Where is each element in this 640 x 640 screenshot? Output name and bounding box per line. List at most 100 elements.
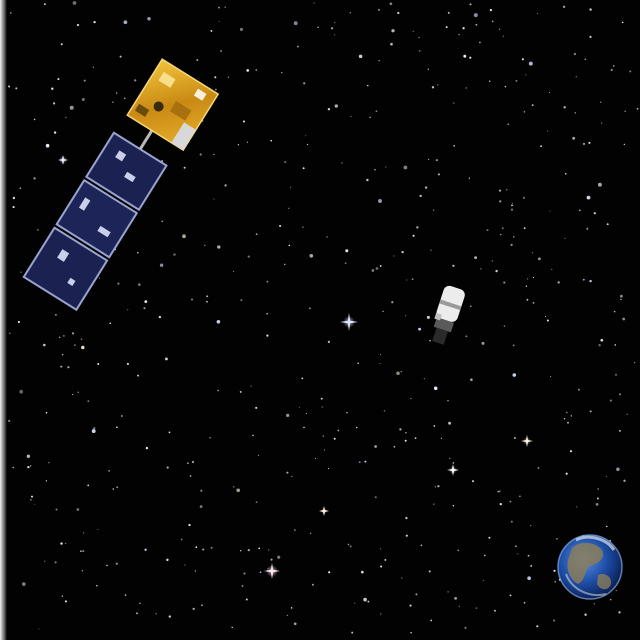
star [510, 520, 513, 523]
sparkle-star [58, 155, 68, 165]
star [393, 255, 395, 257]
star [498, 28, 501, 30]
star [391, 301, 394, 304]
star [255, 406, 258, 409]
star [87, 400, 90, 402]
star [187, 462, 189, 465]
star [237, 144, 240, 146]
star [405, 315, 407, 317]
star [606, 525, 608, 528]
star [419, 194, 422, 198]
star [347, 543, 350, 546]
star [19, 389, 24, 394]
star [286, 614, 288, 616]
star [290, 607, 293, 609]
star [233, 486, 235, 488]
star [19, 187, 22, 189]
star [470, 305, 472, 307]
star [589, 279, 592, 283]
star [112, 488, 115, 490]
star [586, 195, 591, 200]
star [584, 58, 587, 61]
star [469, 56, 472, 59]
star [209, 436, 211, 439]
star [53, 131, 57, 134]
star [344, 262, 347, 264]
star [255, 69, 257, 71]
star [523, 227, 526, 229]
star [546, 319, 549, 322]
star [255, 501, 258, 504]
star [552, 619, 556, 622]
star [420, 544, 423, 547]
star [309, 253, 314, 258]
star [563, 106, 566, 109]
star [513, 236, 515, 238]
star [91, 429, 96, 434]
star [81, 345, 85, 350]
star [112, 101, 114, 103]
sparkle-star [447, 464, 459, 476]
star [378, 59, 380, 62]
star [55, 508, 58, 511]
star [565, 173, 567, 175]
star [367, 600, 370, 603]
star [27, 465, 30, 469]
star [240, 299, 243, 302]
star [547, 130, 549, 132]
star [609, 399, 612, 402]
sparkle-star [521, 435, 533, 447]
star [333, 437, 336, 440]
star [511, 204, 513, 207]
star [71, 332, 75, 335]
star [573, 52, 577, 56]
star [557, 281, 560, 284]
star [468, 177, 470, 179]
star [327, 468, 330, 470]
star [412, 234, 415, 237]
star [266, 280, 269, 283]
star [367, 84, 369, 87]
star [322, 435, 324, 437]
star [168, 615, 171, 618]
star [503, 281, 506, 284]
star [502, 35, 505, 37]
star [575, 76, 577, 78]
star [139, 602, 141, 604]
star [377, 8, 381, 12]
star [562, 5, 566, 8]
star [550, 375, 552, 377]
star [567, 421, 569, 424]
star [583, 142, 585, 145]
star [266, 312, 268, 315]
star [634, 362, 636, 364]
star [159, 263, 164, 267]
star [515, 79, 518, 82]
star [93, 20, 96, 24]
star [202, 548, 205, 551]
star [531, 252, 534, 254]
star [337, 429, 340, 432]
star [106, 564, 108, 567]
star [278, 224, 282, 228]
star [597, 182, 602, 187]
star [64, 600, 67, 603]
star [43, 343, 46, 347]
star [268, 549, 270, 551]
star [589, 410, 592, 413]
star [498, 189, 502, 192]
star [60, 542, 63, 545]
star [259, 571, 262, 574]
star [390, 42, 393, 46]
star [554, 581, 556, 583]
left-edge-strip [0, 0, 7, 640]
star [349, 12, 352, 14]
star [62, 354, 64, 356]
star [475, 23, 478, 26]
star [201, 604, 203, 607]
star [532, 301, 535, 304]
star [302, 167, 305, 170]
star [596, 497, 599, 500]
star [293, 21, 298, 26]
star [410, 631, 412, 634]
